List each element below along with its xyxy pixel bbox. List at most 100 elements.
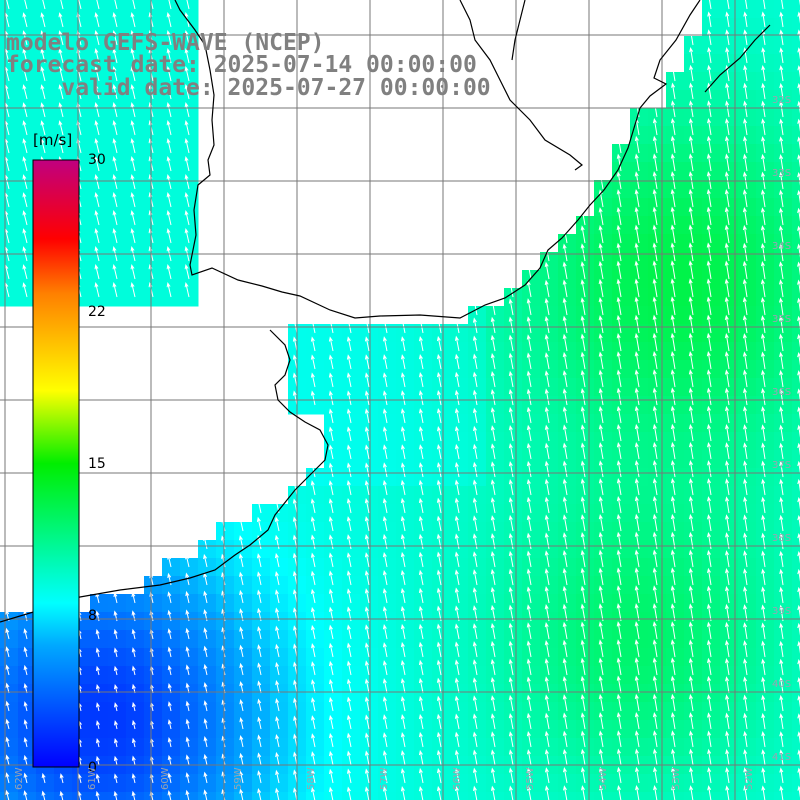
speed-cell <box>756 486 775 505</box>
wind-arrow <box>454 587 460 604</box>
speed-cell <box>360 360 379 379</box>
speed-cell <box>630 342 649 361</box>
speed-cell <box>738 216 757 235</box>
speed-cell <box>684 54 703 73</box>
lon-label: 53W <box>671 767 682 790</box>
speed-cell <box>504 540 523 559</box>
speed-cell <box>576 486 595 505</box>
speed-cell <box>738 360 757 379</box>
wind-arrow <box>274 516 280 532</box>
speed-cell <box>648 792 667 800</box>
wind-arrow <box>616 460 622 478</box>
speed-cell <box>378 594 397 613</box>
speed-cell <box>90 630 109 649</box>
speed-cell <box>180 90 199 109</box>
speed-cell <box>756 90 775 109</box>
wind-arrow <box>382 714 388 730</box>
wind-arrow <box>418 372 424 388</box>
speed-cell <box>342 432 361 451</box>
speed-cell <box>468 414 487 433</box>
speed-cell <box>486 720 505 739</box>
wind-arrow <box>382 768 388 784</box>
wind-arrow <box>95 665 100 676</box>
wind-arrow <box>454 389 460 406</box>
wind-arrow <box>41 790 46 800</box>
wind-arrow <box>761 622 766 640</box>
speed-cell <box>468 792 487 800</box>
wind-arrow <box>743 550 748 568</box>
wind-arrow <box>436 533 442 550</box>
speed-cell <box>126 612 145 631</box>
speed-cell <box>630 324 649 343</box>
speed-cell <box>126 684 145 703</box>
wind-arrow <box>709 0 712 10</box>
wind-arrow <box>670 332 676 352</box>
speed-cell <box>702 414 721 433</box>
speed-cell <box>252 522 271 541</box>
wind-arrow <box>203 700 208 712</box>
wind-arrow <box>95 773 100 784</box>
wind-arrow <box>779 785 784 800</box>
speed-cell <box>702 72 721 91</box>
wind-arrow <box>616 387 622 406</box>
wind-arrow <box>400 569 406 586</box>
wind-arrow <box>526 406 532 424</box>
wind-arrow <box>311 786 316 800</box>
speed-cell <box>630 270 649 289</box>
speed-cell <box>396 342 415 361</box>
wind-arrow <box>508 568 514 586</box>
wind-arrow <box>761 460 766 478</box>
wind-arrow <box>779 550 784 568</box>
speed-cell <box>468 486 487 505</box>
wind-arrow <box>562 767 568 784</box>
speed-cell <box>234 666 253 685</box>
speed-cell <box>360 720 379 739</box>
wind-arrow <box>544 388 550 406</box>
speed-cell <box>450 792 469 800</box>
wind-arrow <box>761 82 766 100</box>
wind-arrow <box>526 676 532 694</box>
wind-arrow <box>616 260 622 280</box>
speed-cell <box>162 162 181 181</box>
wind-arrow <box>688 693 694 712</box>
wind-arrow <box>743 604 748 622</box>
speed-cell <box>792 684 800 703</box>
wind-arrow <box>670 513 676 532</box>
wind-arrow <box>580 478 586 496</box>
speed-cell <box>702 324 721 343</box>
wind-arrow <box>634 567 640 586</box>
speed-cell <box>702 774 721 793</box>
wind-arrow <box>94 66 100 82</box>
wind-arrow <box>562 712 568 730</box>
speed-cell <box>558 270 577 289</box>
wind-arrow <box>724 260 730 280</box>
speed-cell <box>234 612 253 631</box>
speed-cell <box>180 666 199 685</box>
wind-arrow <box>689 730 694 748</box>
speed-cell <box>504 468 523 487</box>
speed-cell <box>18 738 37 757</box>
wind-arrow <box>634 639 640 658</box>
speed-cell <box>594 342 613 361</box>
wind-arrow <box>707 514 712 532</box>
wind-arrow <box>761 478 766 496</box>
wind-arrow <box>779 478 784 496</box>
wind-arrow <box>724 153 730 172</box>
wind-arrow <box>724 278 730 298</box>
wind-arrow <box>670 423 676 442</box>
wind-arrow <box>779 82 784 100</box>
speed-cell <box>558 360 577 379</box>
speed-cell <box>144 648 163 667</box>
speed-cell <box>666 234 685 253</box>
speed-cell <box>774 558 793 577</box>
speed-cell <box>342 324 361 343</box>
speed-cell <box>666 558 685 577</box>
wind-arrow <box>436 317 442 334</box>
speed-cell <box>504 774 523 793</box>
speed-cell <box>396 432 415 451</box>
speed-cell <box>432 648 451 667</box>
speed-cell <box>702 540 721 559</box>
speed-cell <box>756 216 775 235</box>
speed-cell <box>576 594 595 613</box>
speed-cell <box>468 702 487 721</box>
